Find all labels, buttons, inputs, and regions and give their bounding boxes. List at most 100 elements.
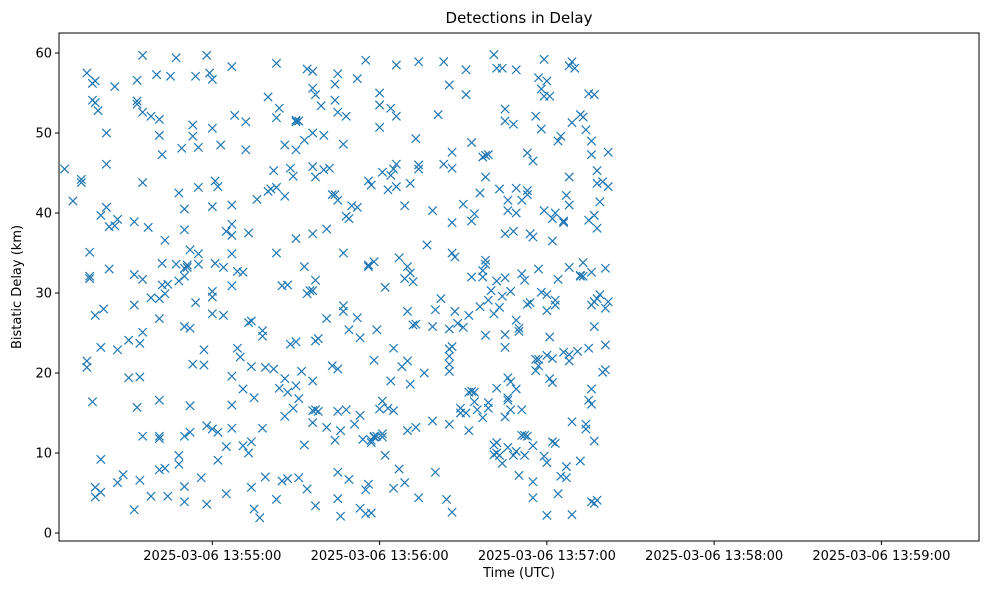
- data-point: [193, 142, 204, 153]
- y-tick-label: 30: [35, 287, 52, 302]
- data-point: [138, 177, 148, 188]
- data-point: [545, 91, 555, 101]
- data-point: [135, 372, 145, 382]
- data-point: [310, 501, 321, 511]
- data-point: [402, 261, 413, 272]
- data-point: [503, 395, 513, 405]
- data-point: [592, 223, 602, 233]
- data-point: [427, 416, 438, 426]
- data-point: [291, 337, 301, 347]
- data-point: [308, 376, 318, 386]
- data-point: [160, 235, 170, 245]
- data-point: [542, 289, 552, 300]
- data-point: [199, 360, 209, 370]
- data-point: [352, 73, 362, 84]
- data-point: [361, 55, 371, 65]
- chart-title: Detections in Delay: [446, 9, 593, 27]
- data-point: [285, 163, 296, 173]
- data-point: [539, 205, 549, 216]
- data-point: [503, 442, 513, 453]
- data-point: [391, 159, 401, 169]
- data-point: [503, 205, 513, 216]
- data-point: [533, 361, 544, 371]
- data-point: [525, 297, 535, 308]
- data-point: [592, 293, 602, 304]
- data-point: [542, 305, 552, 316]
- data-point: [260, 362, 270, 373]
- data-point: [179, 321, 190, 332]
- data-point: [333, 364, 343, 374]
- data-point: [344, 325, 354, 335]
- data-point: [550, 208, 560, 218]
- data-point: [207, 424, 217, 434]
- data-point: [492, 276, 502, 286]
- data-point: [310, 172, 321, 182]
- data-point: [280, 411, 290, 421]
- data-point: [528, 441, 538, 451]
- data-point: [204, 68, 215, 78]
- data-point: [377, 429, 388, 439]
- data-point: [511, 315, 521, 325]
- data-point: [171, 259, 181, 269]
- data-point: [227, 371, 237, 381]
- data-point: [257, 423, 268, 433]
- data-point: [466, 386, 477, 397]
- data-point: [85, 247, 95, 257]
- data-point: [444, 359, 454, 369]
- data-point: [519, 430, 530, 441]
- data-point: [592, 165, 602, 176]
- data-point: [430, 467, 440, 477]
- data-point: [600, 340, 611, 350]
- data-point: [469, 387, 480, 397]
- data-point: [383, 185, 393, 195]
- data-point: [90, 310, 100, 321]
- data-point: [82, 68, 92, 78]
- data-point: [263, 92, 273, 102]
- data-point: [352, 202, 362, 213]
- data-point: [386, 103, 396, 113]
- data-point: [536, 287, 546, 297]
- data-point: [589, 436, 599, 446]
- data-point: [528, 232, 538, 242]
- data-point: [277, 476, 287, 486]
- data-point: [310, 275, 321, 285]
- data-point: [369, 257, 379, 267]
- data-point: [193, 182, 204, 193]
- data-point: [419, 368, 429, 378]
- data-point: [564, 172, 574, 182]
- data-point: [291, 381, 301, 391]
- data-point: [436, 293, 446, 304]
- data-point: [271, 494, 282, 505]
- data-point: [556, 471, 566, 481]
- data-point: [433, 109, 443, 120]
- data-point: [202, 421, 212, 431]
- data-point: [363, 479, 374, 489]
- data-point: [405, 379, 415, 389]
- data-point: [185, 427, 195, 437]
- data-point: [210, 258, 220, 269]
- data-point: [547, 236, 558, 246]
- data-point: [584, 343, 594, 353]
- data-point: [500, 342, 510, 353]
- data-point: [280, 140, 290, 150]
- data-point: [444, 419, 454, 429]
- data-point: [595, 197, 605, 207]
- data-point: [288, 403, 298, 413]
- data-point: [291, 115, 301, 125]
- data-point: [313, 333, 323, 344]
- data-point: [578, 257, 588, 268]
- data-point: [341, 111, 351, 121]
- data-point: [494, 184, 505, 194]
- data-point: [221, 441, 231, 452]
- data-point: [138, 431, 148, 441]
- data-point: [146, 293, 156, 303]
- data-point: [269, 364, 279, 374]
- x-axis-label: Time (UTC): [482, 566, 555, 581]
- data-point: [299, 261, 309, 272]
- plot-frame: [58, 32, 980, 542]
- data-point: [589, 321, 599, 332]
- data-point: [564, 61, 574, 71]
- x-axis: 2025-03-06 13:55:00 2025-03-06 13:56:00 20…: [143, 541, 950, 564]
- data-point: [322, 224, 332, 234]
- data-point: [132, 402, 142, 413]
